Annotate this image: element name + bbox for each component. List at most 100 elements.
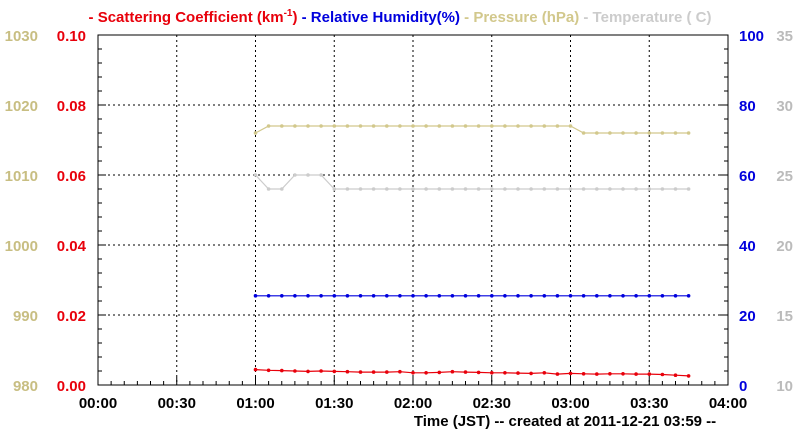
- y-tick-label-humidity: 40: [739, 238, 756, 255]
- data-point-temperature: [608, 187, 612, 191]
- x-axis-label: Time (JST) -- created at 2011-12-21 03:5…: [414, 413, 716, 430]
- data-point-humidity: [345, 294, 350, 298]
- data-point-temperature: [516, 187, 520, 191]
- data-point-temperature: [581, 187, 586, 191]
- data-point-humidity: [411, 294, 415, 298]
- data-point-temperature: [647, 187, 652, 191]
- data-point-pressure: [555, 124, 560, 128]
- data-point-temperature: [595, 187, 599, 191]
- data-point-scattering: [280, 368, 284, 373]
- data-point-scattering: [542, 371, 547, 375]
- data-point-humidity: [319, 294, 323, 298]
- data-point-humidity: [516, 294, 520, 298]
- data-point-temperature: [358, 187, 363, 191]
- data-point-temperature: [542, 187, 547, 191]
- data-point-temperature: [634, 187, 638, 191]
- data-point-temperature: [555, 187, 560, 191]
- data-point-pressure: [673, 131, 678, 135]
- data-point-pressure: [476, 124, 481, 128]
- data-point-scattering: [411, 371, 415, 375]
- data-point-humidity: [608, 294, 612, 298]
- y-tick-label-temperature: 20: [776, 238, 793, 255]
- data-point-humidity: [306, 294, 310, 298]
- data-point-humidity: [647, 294, 652, 298]
- data-point-pressure: [437, 124, 442, 128]
- tick-labels: 00:00 00:30 01:00 01:30 02:00 02:30 03:00 03:30…: [5, 28, 793, 412]
- data-point-pressure: [358, 124, 363, 128]
- legend-item-tail: ): [292, 9, 297, 26]
- x-tick-label: 02:00: [394, 395, 432, 412]
- data-point-temperature: [306, 173, 310, 177]
- x-tick-label: 01:30: [315, 395, 353, 412]
- data-point-temperature: [371, 187, 376, 191]
- series-line-temperature: [255, 174, 689, 190]
- x-tick-label: 01:00: [236, 395, 274, 412]
- data-point-humidity: [542, 294, 547, 298]
- y-tick-label-humidity: 80: [739, 98, 756, 115]
- y-tick-label-humidity: 20: [739, 308, 756, 325]
- grid: [98, 35, 728, 385]
- data-point-pressure: [266, 124, 271, 128]
- x-tick-label: 02:30: [473, 395, 511, 412]
- data-point-pressure: [581, 131, 586, 135]
- data-point-humidity: [503, 294, 507, 298]
- data-point-humidity: [463, 294, 468, 298]
- legend-item: - Relative Humidity(%): [297, 9, 460, 26]
- data-point-pressure: [463, 124, 468, 128]
- y-tick-label-pressure: 1000: [5, 238, 38, 255]
- data-point-humidity: [437, 294, 442, 298]
- x-tick-label: 03:00: [551, 395, 589, 412]
- data-point-scattering: [306, 369, 310, 374]
- data-point-temperature: [463, 187, 468, 191]
- data-point-pressure: [608, 131, 612, 135]
- data-point-humidity: [529, 294, 533, 298]
- data-point-humidity: [621, 294, 625, 298]
- data-point-temperature: [293, 173, 297, 177]
- data-point-scattering: [450, 369, 455, 374]
- data-point-temperature: [673, 187, 678, 191]
- data-point-pressure: [385, 124, 389, 128]
- data-point-scattering: [398, 369, 402, 374]
- data-point-scattering: [490, 371, 494, 375]
- x-tick-label: 00:00: [79, 395, 117, 412]
- data-point-pressure: [634, 131, 638, 135]
- data-point-scattering: [555, 372, 560, 376]
- y-tick-label-pressure: 980: [13, 378, 38, 395]
- data-point-scattering: [686, 374, 691, 378]
- data-point-scattering: [634, 372, 638, 376]
- data-point-scattering: [660, 372, 665, 377]
- x-tick-label: 00:30: [158, 395, 196, 412]
- y-tick-label-temperature: 15: [776, 308, 793, 325]
- data-point-scattering: [621, 372, 625, 376]
- data-point-pressure: [306, 124, 310, 128]
- data-point-pressure: [660, 131, 665, 135]
- y-tick-label-pressure: 1020: [5, 98, 38, 115]
- series-line-scattering: [255, 369, 689, 377]
- data-point-humidity: [293, 294, 297, 298]
- data-point-scattering: [437, 370, 442, 375]
- data-point-scattering: [595, 372, 599, 376]
- y-tick-label-pressure: 1030: [5, 28, 38, 45]
- data-point-pressure: [503, 124, 507, 128]
- y-tick-label-temperature: 35: [776, 28, 793, 45]
- data-point-humidity: [476, 294, 481, 298]
- y-tick-label-pressure: 1010: [5, 168, 38, 185]
- data-point-scattering: [647, 372, 652, 376]
- data-point-pressure: [529, 124, 533, 128]
- data-point-scattering: [503, 371, 507, 375]
- data-point-temperature: [529, 187, 533, 191]
- data-point-scattering: [581, 372, 586, 376]
- data-point-scattering: [608, 372, 612, 376]
- data-point-temperature: [280, 187, 284, 191]
- data-point-scattering: [673, 373, 678, 378]
- y-tick-label-temperature: 30: [776, 98, 793, 115]
- data-point-temperature: [424, 187, 428, 191]
- y-tick-label-humidity: 0: [739, 378, 747, 395]
- data-point-humidity: [424, 294, 428, 298]
- data-point-temperature: [450, 187, 455, 191]
- data-point-temperature: [266, 187, 271, 191]
- data-point-pressure: [450, 124, 455, 128]
- data-point-temperature: [411, 187, 415, 191]
- data-point-temperature: [568, 187, 573, 191]
